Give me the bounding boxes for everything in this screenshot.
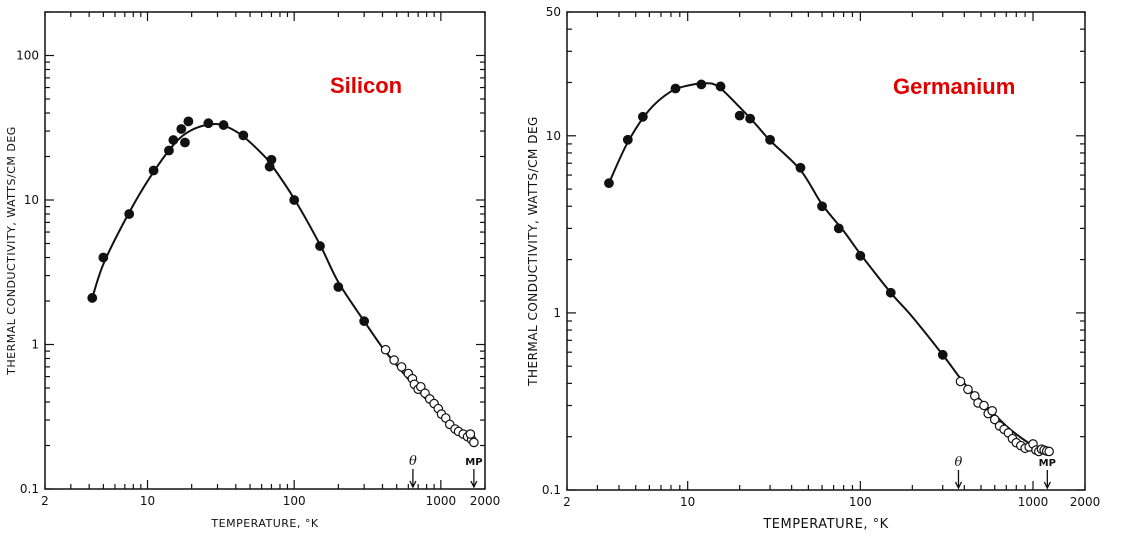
- filled-data-point: [833, 223, 844, 234]
- open-data-point: [963, 384, 973, 395]
- silicon-theta-label: θ: [409, 454, 417, 469]
- germanium-fit-curve: [608, 82, 1050, 453]
- germanium-theta-label: θ: [955, 455, 963, 470]
- germanium-data-points: [604, 79, 1054, 457]
- germanium-material-label: Germanium: [893, 74, 1015, 99]
- filled-data-point: [168, 135, 179, 145]
- silicon-x-axis-title: TEMPERATURE, °K: [210, 517, 318, 530]
- silicon-axis-ticks: [44, 11, 486, 490]
- open-data-point: [469, 437, 479, 448]
- filled-data-point: [937, 349, 948, 360]
- filled-data-point: [164, 145, 174, 156]
- mp-arrow: [470, 469, 478, 489]
- filled-data-point: [637, 111, 648, 122]
- filled-data-point: [289, 195, 300, 205]
- germanium-x-tick-label: 10: [680, 495, 695, 509]
- germanium-y-tick-labels: 0.1 1 10 50: [542, 5, 561, 497]
- germanium-y-axis-title: THERMAL CONDUCTIVITY, WATTS/CM DEG: [526, 116, 540, 387]
- open-data-point: [979, 400, 989, 411]
- silicon-x-tick-label: 1000: [426, 494, 457, 508]
- filled-data-point: [180, 137, 190, 148]
- filled-data-point: [817, 201, 827, 212]
- filled-data-point: [359, 316, 370, 327]
- open-data-point: [465, 429, 476, 439]
- open-data-point: [987, 406, 997, 416]
- silicon-material-label: Silicon: [330, 73, 402, 98]
- filled-data-point: [696, 79, 707, 90]
- silicon-chart: 2 10 100 1000 2000 0.1 1 10 100 TEMPERAT…: [5, 11, 500, 530]
- filled-data-point: [765, 134, 775, 145]
- silicon-x-tick-label: 10: [140, 494, 155, 508]
- filled-data-point: [715, 81, 726, 92]
- theta-arrow: [409, 469, 417, 489]
- silicon-y-tick-label: 1: [31, 337, 39, 351]
- germanium-plot-frame: [566, 11, 1086, 491]
- germanium-y-tick-label: 10: [546, 129, 561, 143]
- filled-data-point: [148, 165, 159, 176]
- germanium-axis-ticks: [566, 11, 1086, 491]
- theta-arrow: [954, 470, 963, 490]
- silicon-y-tick-label: 0.1: [20, 482, 39, 496]
- silicon-y-axis-title: THERMAL CONDUCTIVITY, WATTS/CM DEG: [5, 126, 18, 376]
- filled-data-point: [670, 83, 681, 94]
- silicon-markers: θ MP: [409, 454, 483, 489]
- filled-data-point: [604, 178, 614, 189]
- open-data-point: [389, 355, 399, 365]
- filled-data-point: [745, 113, 756, 124]
- silicon-y-tick-labels: 0.1 1 10 100: [16, 48, 39, 496]
- germanium-y-tick-label: 1: [553, 306, 561, 320]
- filled-data-point: [238, 130, 249, 141]
- germanium-x-tick-label: 2000: [1070, 495, 1101, 509]
- filled-data-point: [98, 252, 109, 263]
- germanium-x-tick-labels: 2 10 100 1000 2000: [563, 495, 1100, 509]
- filled-data-point: [264, 161, 275, 172]
- mp-arrow: [1043, 470, 1051, 490]
- silicon-mp-label: MP: [465, 457, 482, 468]
- open-data-point: [380, 344, 391, 355]
- germanium-chart: 2 10 100 1000 2000 0.1 1 10 50 TEMPERATU…: [526, 5, 1100, 532]
- filled-data-point: [87, 293, 98, 303]
- germanium-y-tick-label: 50: [546, 5, 561, 19]
- filled-data-point: [885, 287, 896, 298]
- germanium-mp-label: MP: [1039, 458, 1056, 469]
- germanium-x-tick-label: 100: [849, 495, 872, 509]
- silicon-data-points: [87, 116, 479, 448]
- filled-data-point: [183, 116, 194, 127]
- filled-data-point: [124, 209, 135, 219]
- germanium-y-tick-label: 0.1: [542, 483, 561, 497]
- silicon-x-tick-labels: 2 10 100 1000 2000: [41, 494, 500, 508]
- germanium-x-tick-label: 1000: [1018, 495, 1049, 509]
- filled-data-point: [622, 134, 633, 145]
- filled-data-point: [333, 282, 344, 292]
- filled-data-point: [315, 241, 325, 251]
- silicon-plot-frame: [44, 11, 486, 490]
- open-data-point: [955, 376, 966, 387]
- filled-data-point: [795, 162, 806, 173]
- silicon-x-tick-label: 100: [283, 494, 306, 508]
- filled-data-point: [734, 110, 745, 121]
- silicon-y-tick-label: 100: [16, 48, 39, 62]
- open-data-point: [989, 414, 1000, 425]
- germanium-markers: θ MP: [954, 455, 1056, 490]
- open-data-point: [1044, 446, 1054, 457]
- filled-data-point: [218, 120, 229, 130]
- filled-data-point: [855, 250, 866, 261]
- filled-data-point: [203, 118, 214, 129]
- silicon-x-tick-label: 2: [41, 494, 49, 508]
- germanium-x-tick-label: 2: [563, 495, 571, 509]
- silicon-x-tick-label: 2000: [470, 494, 501, 508]
- silicon-y-tick-label: 10: [24, 193, 39, 207]
- open-data-point: [396, 362, 407, 372]
- germanium-x-axis-title: TEMPERATURE, °K: [762, 517, 888, 532]
- filled-data-point: [176, 124, 187, 134]
